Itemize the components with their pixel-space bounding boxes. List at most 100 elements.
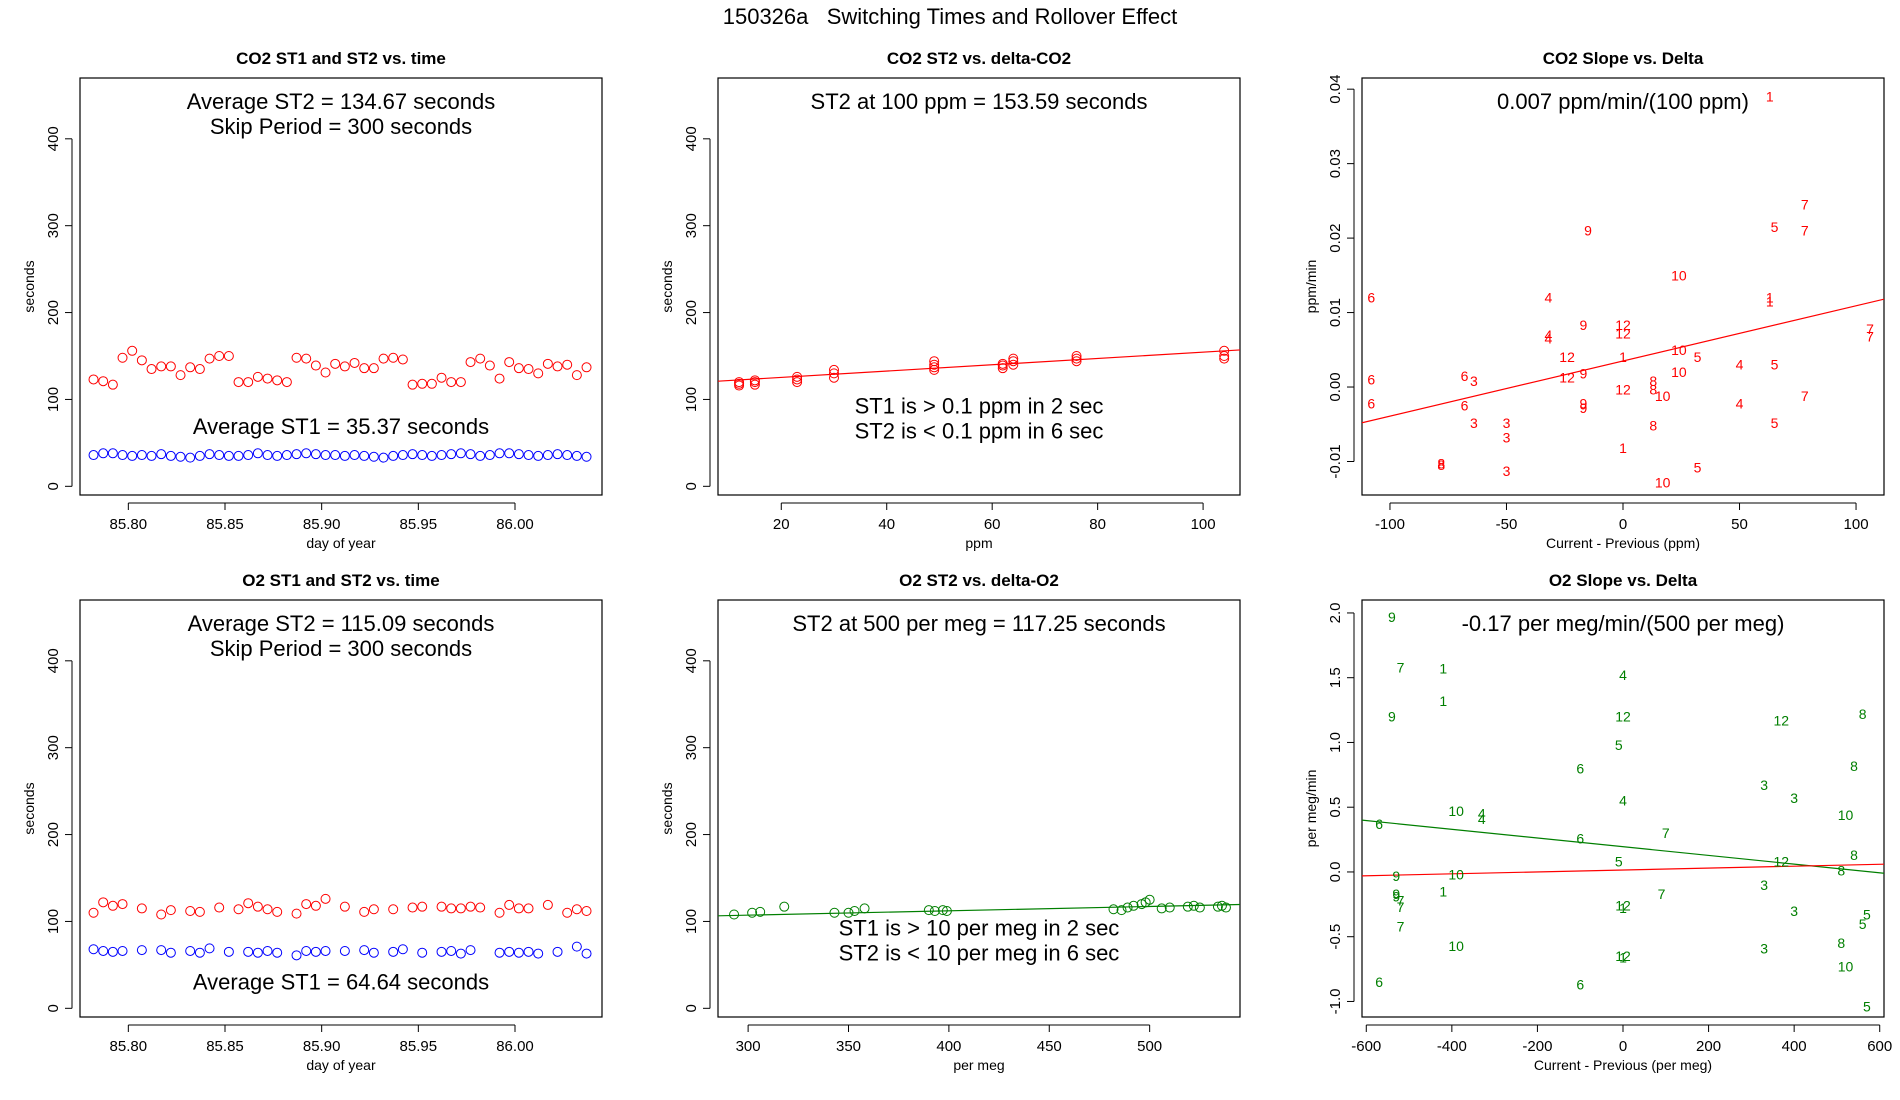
fit-line (1362, 819, 1884, 874)
point-label: 5 (1694, 349, 1702, 365)
y-tick-label: 0 (45, 1004, 62, 1012)
data-point (843, 907, 854, 918)
point-label: 9 (1392, 868, 1400, 884)
x-axis: 20 40 60 80 100 ppm (773, 502, 1216, 551)
x-axis: 85.80 85.85 85.90 85.95 86.00 day of year (110, 1024, 534, 1073)
x-axis-label: Current - Previous (ppm) (1546, 535, 1700, 551)
data-point (359, 945, 370, 956)
y-axis-label: per meg/min (1303, 770, 1319, 848)
data-point (571, 370, 582, 381)
data-point (1008, 356, 1019, 367)
data-point (136, 355, 147, 366)
point-label: 5 (1694, 459, 1702, 475)
x-axis-label: ppm (965, 535, 992, 551)
data-point (426, 450, 437, 461)
data-point (829, 364, 839, 375)
data-point (494, 448, 505, 459)
data-point (513, 903, 524, 914)
data-point (749, 375, 760, 386)
data-point (494, 947, 505, 958)
point-label: 10 (1448, 803, 1464, 819)
data-point (349, 357, 360, 368)
data-point (747, 907, 758, 918)
data-point (929, 362, 940, 373)
data-point (107, 946, 118, 957)
data-point (359, 906, 370, 917)
data-point (185, 906, 196, 917)
point-label: 7 (1397, 659, 1405, 675)
data-point (513, 363, 524, 374)
x-tick-label: 450 (1037, 1038, 1062, 1055)
chart-co2-slope: CO2 Slope vs. Delta -100 -50 0 50 100 Current … (1303, 49, 1885, 551)
point-label: 12 (1559, 369, 1575, 385)
data-point (185, 452, 196, 463)
point-label: 4 (1478, 811, 1486, 827)
point-label: 1 (1766, 293, 1774, 309)
point-label: 3 (1790, 790, 1798, 806)
y-axis: 0 100 200 300 400 seconds (659, 648, 711, 1012)
data-point (262, 373, 273, 384)
point-label: 6 (1367, 395, 1375, 411)
data-point (533, 368, 544, 379)
data-point (156, 945, 167, 956)
data-point (165, 905, 176, 916)
data-point (417, 901, 428, 912)
data-point (397, 450, 408, 461)
page-title: 150326a Switching Times and Rollover Eff… (723, 4, 1178, 29)
point-label: 12 (1615, 317, 1631, 333)
point-label: 7 (1866, 328, 1874, 344)
y-tick-label: 0 (45, 482, 62, 490)
data-point (941, 906, 952, 917)
x-tick-label: 0 (1619, 516, 1627, 533)
chart-title: O2 Slope vs. Delta (1549, 571, 1698, 590)
annotation: ST2 is < 10 per meg in 6 sec (839, 940, 1120, 965)
data-point (117, 450, 128, 461)
point-label: 5 (1863, 907, 1871, 923)
data-point (997, 358, 1008, 369)
x-axis: 85.80 85.85 85.90 85.95 86.00 day of year (110, 502, 534, 551)
point-label: 10 (1448, 938, 1464, 954)
chart-title: CO2 Slope vs. Delta (1543, 49, 1704, 68)
x-tick-label: 50 (1731, 516, 1748, 533)
y-axis: 0 100 200 300 400 seconds (21, 126, 73, 490)
chart-o2-delta: O2 ST2 vs. delta-O2 300 350 400 450 500 per me… (659, 571, 1241, 1073)
data-point (320, 450, 331, 461)
point-label: 8 (1649, 381, 1657, 397)
data-point (272, 375, 283, 386)
data-point (397, 944, 408, 955)
point-label: 5 (1615, 737, 1623, 753)
data-point (136, 903, 147, 914)
data-point (779, 901, 790, 912)
data-point (320, 893, 331, 904)
data-point (368, 904, 379, 915)
plot-area (718, 345, 1240, 391)
point-label: 3 (1503, 415, 1511, 431)
point-label: 8 (1850, 758, 1858, 774)
data-point (194, 906, 205, 917)
data-point (146, 450, 157, 461)
data-point (214, 902, 225, 913)
data-point (339, 901, 350, 912)
data-point (504, 357, 515, 368)
y-axis-label: seconds (21, 782, 37, 834)
data-point (937, 905, 948, 916)
data-point (320, 945, 331, 956)
x-tick-label: 85.95 (400, 516, 438, 533)
point-label: 9 (1392, 889, 1400, 905)
point-label: 9 (1579, 400, 1587, 416)
data-point (581, 451, 592, 462)
annotation: ST2 is < 0.1 ppm in 6 sec (855, 418, 1104, 443)
data-point (792, 377, 803, 388)
data-point (368, 451, 379, 462)
x-tick-label: 85.95 (400, 1038, 438, 1055)
data-point (88, 450, 99, 461)
data-point (475, 353, 486, 364)
fit-line (718, 349, 1240, 382)
data-point (339, 450, 350, 461)
point-label: 9 (1579, 317, 1587, 333)
y-tick-label: -0.01 (1327, 444, 1344, 478)
x-tick-label: 40 (878, 516, 895, 533)
series-st2 (729, 894, 1231, 920)
data-point (175, 370, 186, 381)
